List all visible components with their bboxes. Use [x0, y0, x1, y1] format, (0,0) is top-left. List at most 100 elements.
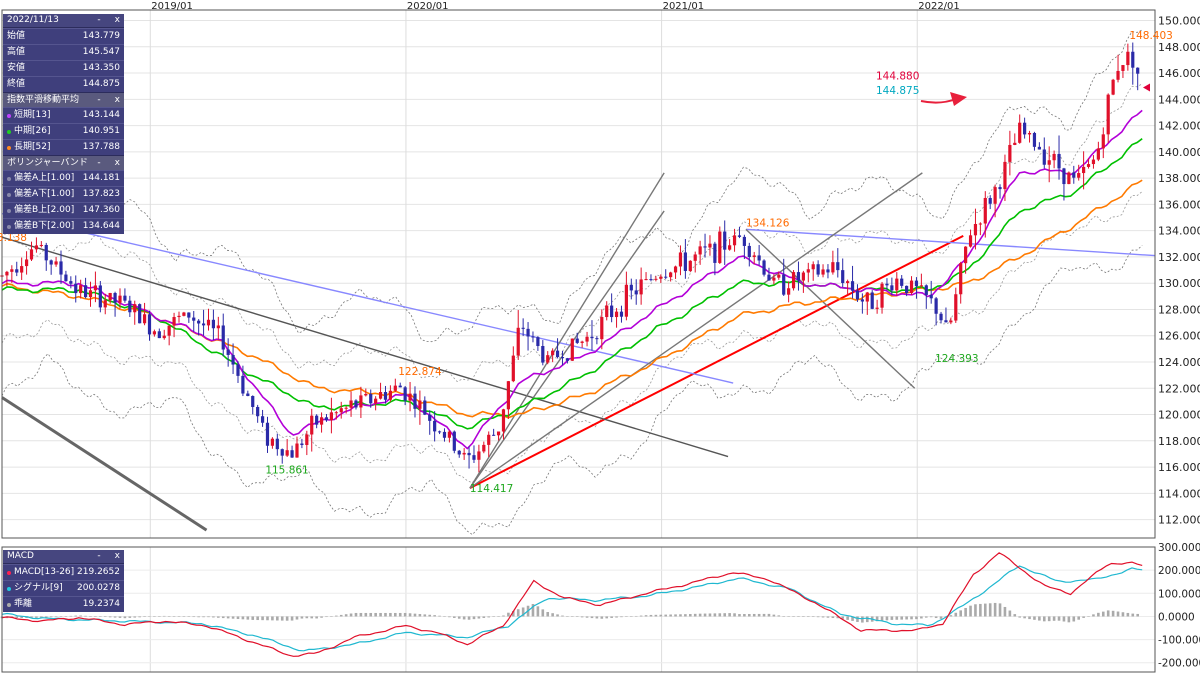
- macd-histogram-bar: [261, 616, 264, 621]
- minimize-button[interactable]: -: [97, 95, 101, 105]
- candle-body: [1096, 148, 1100, 160]
- macd-histogram-bar: [762, 613, 766, 617]
- candle-body: [334, 412, 338, 414]
- candle-body: [787, 288, 791, 295]
- candle-body: [880, 283, 884, 308]
- bollinger-value: 134.644: [82, 221, 120, 231]
- macd-histogram-bar: [30, 616, 33, 618]
- candle-body: [762, 260, 766, 275]
- macd-panel: MACD - x MACD[13-26] 219.2652 シグナル[9] 20…: [3, 550, 124, 612]
- macd-histogram-bar: [703, 613, 707, 617]
- price-tick-label: 138.000: [1158, 172, 1200, 185]
- macd-histogram-bar: [143, 616, 146, 617]
- minimize-button[interactable]: -: [97, 551, 101, 561]
- macd-histogram-bar: [929, 616, 933, 618]
- candle-body: [673, 266, 678, 273]
- macd-histogram-bar: [467, 616, 471, 620]
- ohlc-panel-header[interactable]: 2022/11/13 - x: [3, 14, 124, 28]
- macd-histogram-bar: [905, 616, 908, 620]
- candle-body: [300, 443, 304, 445]
- macd-histogram-bar: [59, 616, 63, 617]
- candle-body: [619, 311, 624, 317]
- ema-panel-header[interactable]: 指数平滑移動平均 - x: [3, 92, 124, 107]
- macd-histogram-bar: [354, 612, 358, 617]
- macd-histogram-bar: [457, 616, 461, 619]
- price-tick-label: 144.000: [1158, 93, 1200, 106]
- candle-body: [801, 272, 805, 281]
- candle-body: [683, 252, 687, 271]
- candle-body: [1062, 168, 1066, 185]
- macd-histogram-bar: [521, 607, 525, 617]
- macd-histogram-bar: [300, 616, 304, 619]
- candle-body: [536, 337, 540, 347]
- candle-body: [959, 263, 963, 295]
- close-button[interactable]: x: [114, 95, 120, 105]
- bollinger-row: 偏差B下[2.00] 134.644: [3, 218, 124, 234]
- price-tick-label: 146.000: [1158, 67, 1200, 80]
- candle-body: [5, 271, 9, 276]
- macd-histogram-bar: [212, 616, 215, 618]
- candle-body: [329, 412, 334, 421]
- macd-histogram-bar: [747, 613, 751, 617]
- macd-histogram-bar: [99, 616, 102, 617]
- candle-body: [939, 313, 943, 321]
- candle-body: [983, 197, 987, 224]
- macd-histogram-bar: [684, 614, 687, 617]
- minimize-button[interactable]: -: [97, 158, 101, 168]
- macd-histogram-bar: [1062, 616, 1066, 622]
- macd-histogram-bar: [639, 615, 643, 617]
- macd-histogram-bar: [659, 614, 663, 617]
- macd-histogram-bar: [536, 606, 540, 617]
- macd-histogram-bar: [1097, 612, 1100, 617]
- candle-body: [590, 336, 594, 339]
- macd-histogram-bar: [148, 616, 151, 617]
- ohlc-panel: 2022/11/13 - x 始値 143.779 高値 145.547 安値 …: [3, 14, 124, 234]
- candle-body: [757, 255, 761, 261]
- macd-histogram-bar: [979, 603, 982, 617]
- macd-histogram-bar: [811, 616, 815, 618]
- macd-histogram-bar: [580, 616, 584, 618]
- bollinger-row: 偏差B上[2.00] 147.360: [3, 202, 124, 218]
- candle-body: [1126, 51, 1130, 66]
- bollinger-panel-header[interactable]: ボリンジャーバンド - x: [3, 155, 124, 170]
- price-tick-label: 126.000: [1158, 330, 1200, 343]
- macd-histogram-bar: [688, 614, 692, 617]
- candle-body: [703, 246, 707, 248]
- candle-body: [718, 231, 722, 263]
- close-button[interactable]: x: [114, 158, 120, 168]
- macd-histogram-bar: [482, 616, 486, 618]
- candle-body: [850, 281, 855, 291]
- candle-body: [811, 264, 815, 270]
- candle-body: [541, 346, 545, 363]
- legend-dot-icon: [7, 113, 11, 118]
- macd-histogram-bar: [1038, 616, 1041, 621]
- candle-body: [133, 304, 137, 313]
- macd-label: MACD[13-26]: [14, 567, 75, 577]
- candle-body: [614, 311, 619, 318]
- candle-body: [865, 292, 869, 302]
- macd-row: MACD[13-26] 219.2652: [3, 564, 124, 580]
- macd-histogram-bar: [787, 616, 790, 617]
- macd-histogram-bar: [118, 616, 122, 618]
- candle-body: [315, 415, 319, 425]
- candle-body: [924, 285, 928, 295]
- macd-histogram-bar: [512, 610, 515, 617]
- macd-histogram-bar: [1126, 612, 1130, 617]
- candle-body: [693, 254, 697, 261]
- legend-dot-icon: [7, 129, 11, 134]
- minimize-button[interactable]: -: [97, 15, 101, 25]
- candle-body: [93, 285, 98, 291]
- close-button[interactable]: x: [114, 551, 120, 561]
- candle-body: [998, 187, 1002, 190]
- macd-histogram-bar: [266, 616, 269, 621]
- close-button[interactable]: x: [114, 15, 120, 25]
- candle-body: [1082, 166, 1086, 174]
- macd-histogram-bar: [954, 612, 958, 617]
- macd-histogram-bar: [782, 616, 786, 617]
- macd-panel-header[interactable]: MACD - x: [3, 550, 124, 564]
- candle-body: [428, 414, 432, 421]
- macd-tick-label: 300.0000: [1158, 542, 1200, 554]
- macd-histogram-bar: [733, 613, 736, 617]
- trendline: [469, 210, 665, 489]
